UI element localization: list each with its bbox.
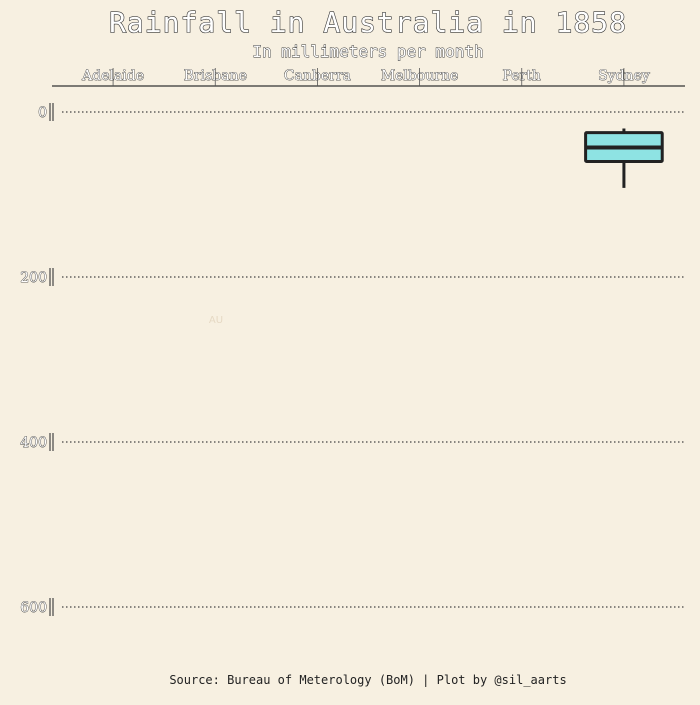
y-tick-label-0: 0 xyxy=(38,105,47,121)
y-tick-label-600: 600 xyxy=(20,600,47,616)
y-tick-label-200: 200 xyxy=(20,270,47,286)
y-tick-layer: 0 200 400 600 xyxy=(20,103,54,616)
chart-title: Rainfall in Australia in 1858 xyxy=(109,6,627,39)
chart-caption: Source: Bureau of Meterology (BoM) | Plo… xyxy=(169,673,566,687)
box-layer xyxy=(584,128,664,188)
category-label-layer: Adelaide Brisbane Canberra Melbourne Perth Sy… xyxy=(81,68,650,86)
chart-subtitle: In millimeters per month xyxy=(252,42,483,61)
grid-layer xyxy=(62,111,685,608)
category-label-adelaide: Adelaide xyxy=(81,68,144,84)
watermark: AU xyxy=(209,315,223,326)
y-tick-label-400: 400 xyxy=(20,435,47,451)
